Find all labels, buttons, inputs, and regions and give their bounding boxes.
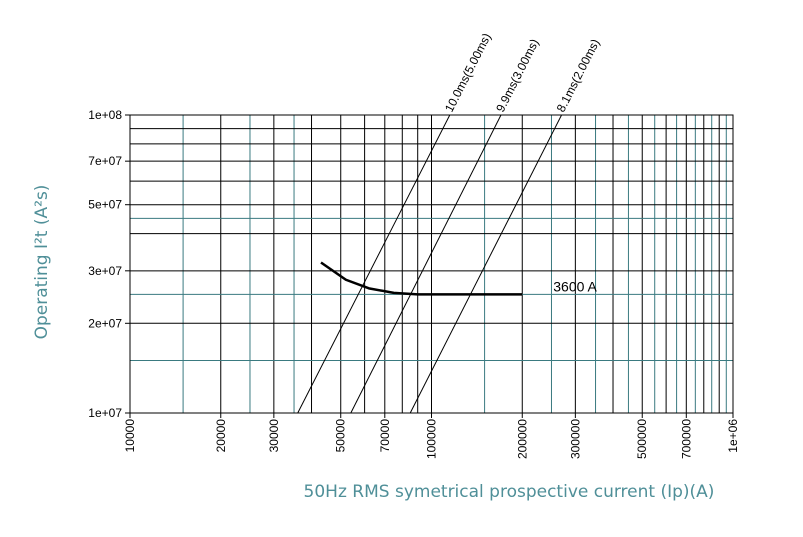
time-line-label-1: 10.0ms(5.00ms) [442,31,494,115]
x-tick-label: 30000 [267,419,281,453]
time-line-2 [350,114,502,414]
time-line-label-2: 9.9ms(3.00ms) [493,37,542,115]
x-tick-label: 70000 [378,419,392,453]
time-line-label-3: 8.1ms(2.00ms) [554,37,603,115]
y-tick-label: 7e+07 [88,154,122,168]
time-line-1 [297,114,451,414]
time-line-3 [409,114,563,414]
x-tick-label: 200000 [515,419,529,459]
x-tick-label: 50000 [334,419,348,453]
x-axis-title: 50Hz RMS symetrical prospective current … [304,482,715,502]
y-tick-label: 1e+07 [88,406,122,420]
x-tick-label: 10000 [123,419,137,453]
time-lines: 10.0ms(5.00ms) 9.9ms(3.00ms) 8.1ms(2.00ms) [297,31,603,414]
series-label: 3600 A [553,278,597,294]
axes: 1e+07 2e+07 3e+07 5e+07 7e+07 1e+08 10000 20000… [88,108,740,459]
y-tick-label: 2e+07 [88,316,122,330]
series-line [320,261,523,296]
x-tick-label: 100000 [425,419,439,459]
x-tick-label: 1e+06 [726,419,740,453]
y-tick-label: 1e+08 [88,108,122,122]
x-tick-label: 20000 [214,419,228,453]
x-tick-label: 300000 [568,419,582,459]
y-tick-label: 5e+07 [88,198,122,212]
x-tick-label: 500000 [635,419,649,459]
y-tick-label: 3e+07 [88,264,122,278]
x-tick-label: 700000 [679,419,693,459]
grid [129,114,734,414]
series: 3600 A [320,261,598,296]
y-axis-title: Operating I²t (A²s) [32,185,52,340]
